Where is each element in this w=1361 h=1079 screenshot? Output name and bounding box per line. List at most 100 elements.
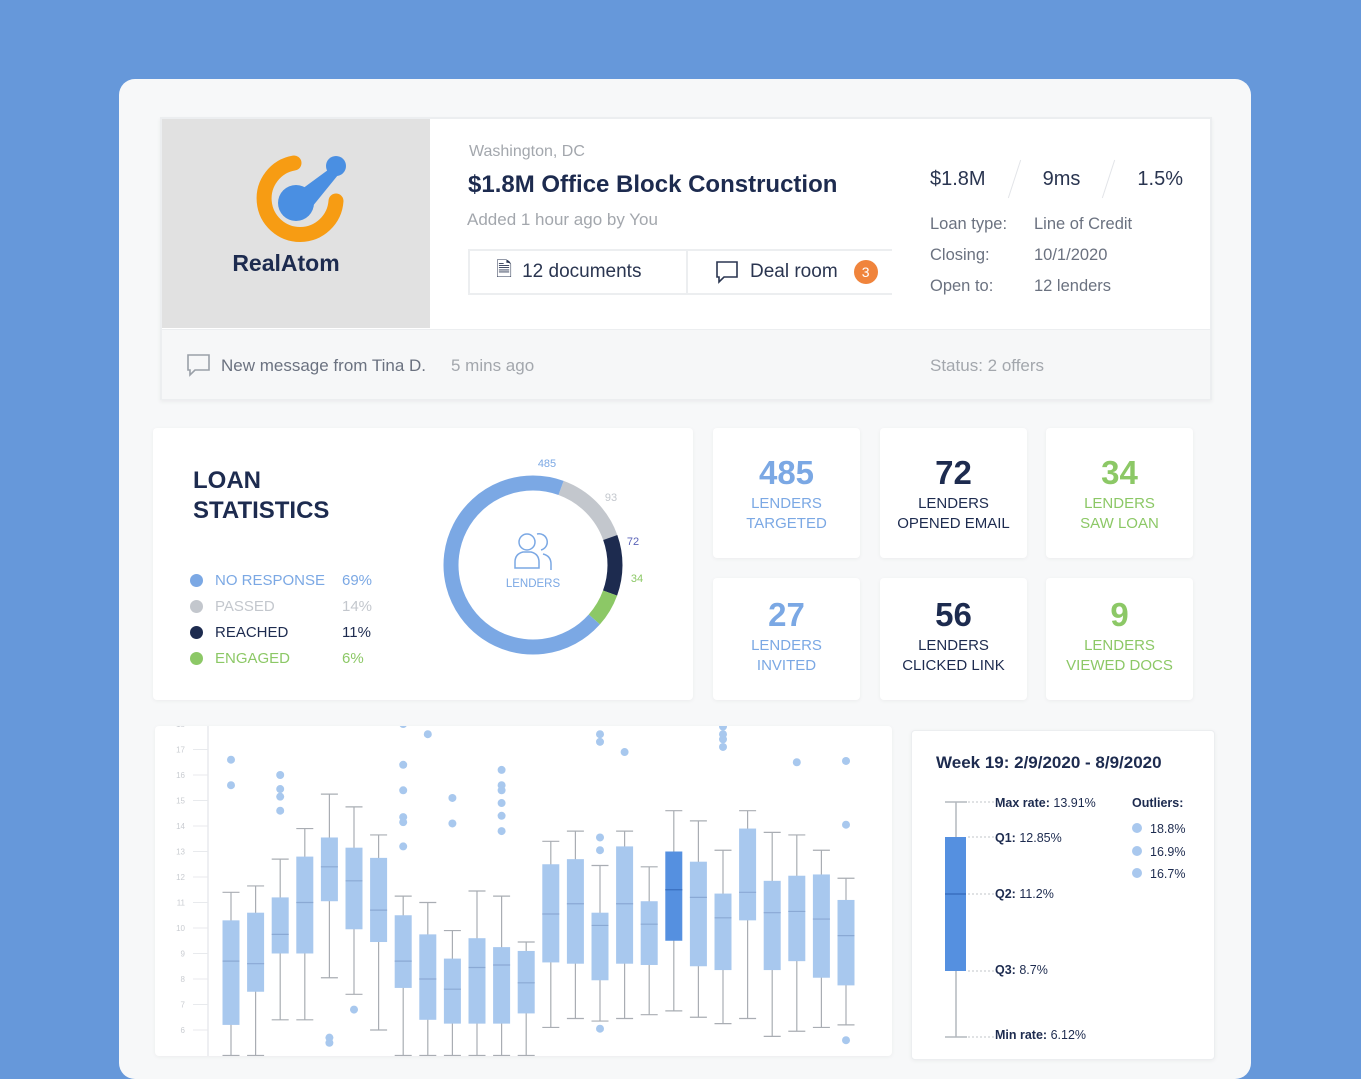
donut-segment-no-response [443,475,600,655]
donut-segment-passed [558,480,618,541]
documents-button[interactable]: 🗎 12 documents [468,249,686,295]
box-body [394,915,412,988]
stat-tile[interactable]: 485 LENDERS TARGETED [713,428,860,558]
stat-tile[interactable]: 72 LENDERS OPENED EMAIL [880,428,1027,558]
box-10[interactable] [443,793,461,1056]
box-body [689,861,707,967]
week-min-rate: Min rate: 6.12% [995,1028,1086,1042]
outlier-point [227,755,235,764]
box-body [739,828,757,921]
box-6[interactable] [345,806,363,1014]
legend-pct: 14% [342,597,373,615]
outlier-point [399,842,408,851]
stat-tile[interactable]: 34 LENDERS SAW LOAN [1046,428,1193,558]
box-2[interactable] [247,885,265,1056]
tile-label-line: LENDERS [1084,637,1155,654]
stat-key: Q3: [995,963,1016,977]
outlier-point [842,820,850,829]
box-body [763,880,781,971]
box-19[interactable] [665,810,683,1012]
deal-room-label: Deal room [750,261,838,282]
box-20[interactable] [689,820,707,1018]
box-26[interactable] [837,756,855,1045]
outlier-point [276,806,285,815]
box-1[interactable] [222,755,240,1056]
legend-engaged: ENGAGED 6% [190,645,372,671]
deal-title: $1.8M Office Block Construction [468,171,838,198]
stat-tile[interactable]: 9 LENDERS VIEWED DOCS [1046,578,1193,700]
documents-label: 12 documents [522,261,642,282]
box-21[interactable] [714,726,732,1025]
stat-value: 8.7% [1019,963,1048,977]
stat-tile[interactable]: 56 LENDERS CLICKED LINK [880,578,1027,700]
deal-metrics: $1.8M 9ms 1.5% [930,159,1183,199]
outlier-value: 16.9% [1150,844,1186,859]
box-body [271,897,289,954]
box-24[interactable] [788,758,806,1032]
y-tick-label: 16 [176,771,185,780]
box-22[interactable] [739,810,757,1020]
document-icon: 🗎 [496,259,513,281]
detail-key: Loan type: [930,215,1008,233]
outlier-point [423,730,432,739]
box-14[interactable] [542,840,560,1029]
outlier-point [448,793,457,802]
outlier-point [596,730,604,739]
deal-card[interactable]: RealAtom Washington, DC $1.8M Office Blo… [160,117,1212,400]
box-23[interactable] [763,831,781,1037]
stat-key: Min rate: [995,1028,1048,1042]
box-11[interactable] [468,890,486,1056]
stat-tile[interactable]: 27 LENDERS INVITED [713,578,860,700]
box-5[interactable] [320,793,338,1047]
deal-room-button[interactable]: Deal room 3 [686,249,892,295]
rates-boxplot: 6 7 8 9 10 11 12 13 14 15 16 17 18 [176,726,855,1056]
stat-value: 13.91% [1053,796,1096,810]
box-9[interactable] [419,730,437,1056]
legend-reached: REACHED 11% [190,619,372,645]
week-title: Week 19: 2/9/2020 - 8/9/2020 [936,753,1162,772]
box-body [517,950,535,1014]
legend-label: REACHED [215,623,289,641]
box-13[interactable] [517,941,535,1056]
box-25[interactable] [812,849,830,1029]
tile-label: LENDERS SAW LOAN [1046,494,1193,534]
metric-divider [1102,159,1116,199]
box-3[interactable] [271,771,289,1021]
box-8[interactable] [394,726,412,1056]
y-tick-label: 14 [176,822,185,831]
outlier-point [792,758,801,767]
y-tick-label: 9 [181,950,186,959]
box-body [714,893,732,971]
tile-number: 9 [1110,596,1129,633]
box-body [788,875,806,962]
detail-key: Closing: [930,246,990,264]
donut-label-engaged: 34 [631,573,643,585]
outlier-point [719,735,727,744]
outlier-point [596,1024,604,1033]
y-tick-label: 13 [176,848,185,857]
outlier-point [399,726,407,728]
box-16[interactable] [591,730,609,1033]
stat-value: 11.2% [1019,887,1054,901]
donut-label-passed: 93 [605,492,617,504]
outlier-point [596,737,604,746]
box-7[interactable] [370,834,388,1031]
new-message-link[interactable]: New message from Tina D. [221,356,427,375]
metric-amount: $1.8M [930,167,986,190]
box-18[interactable] [640,866,658,1016]
tile-number: 485 [758,454,815,491]
box-body [837,899,855,986]
box-12[interactable] [493,765,511,1056]
legend-no-response: NO RESPONSE 69% [190,567,372,593]
box-15[interactable] [566,830,584,1020]
outlier-point [497,786,506,795]
outlier-point [842,1036,850,1045]
tile-label: LENDERS INVITED [713,636,860,676]
week-boxplot [945,801,994,1038]
tile-label: LENDERS TARGETED [713,494,860,534]
tile-label-line: LENDERS [918,637,989,654]
box-4[interactable] [296,827,314,1021]
box-17[interactable] [616,748,634,1020]
outlier-point [497,765,506,774]
deal-details: Loan type: Line of Credit Closing: 10/1/20… [930,209,1132,302]
